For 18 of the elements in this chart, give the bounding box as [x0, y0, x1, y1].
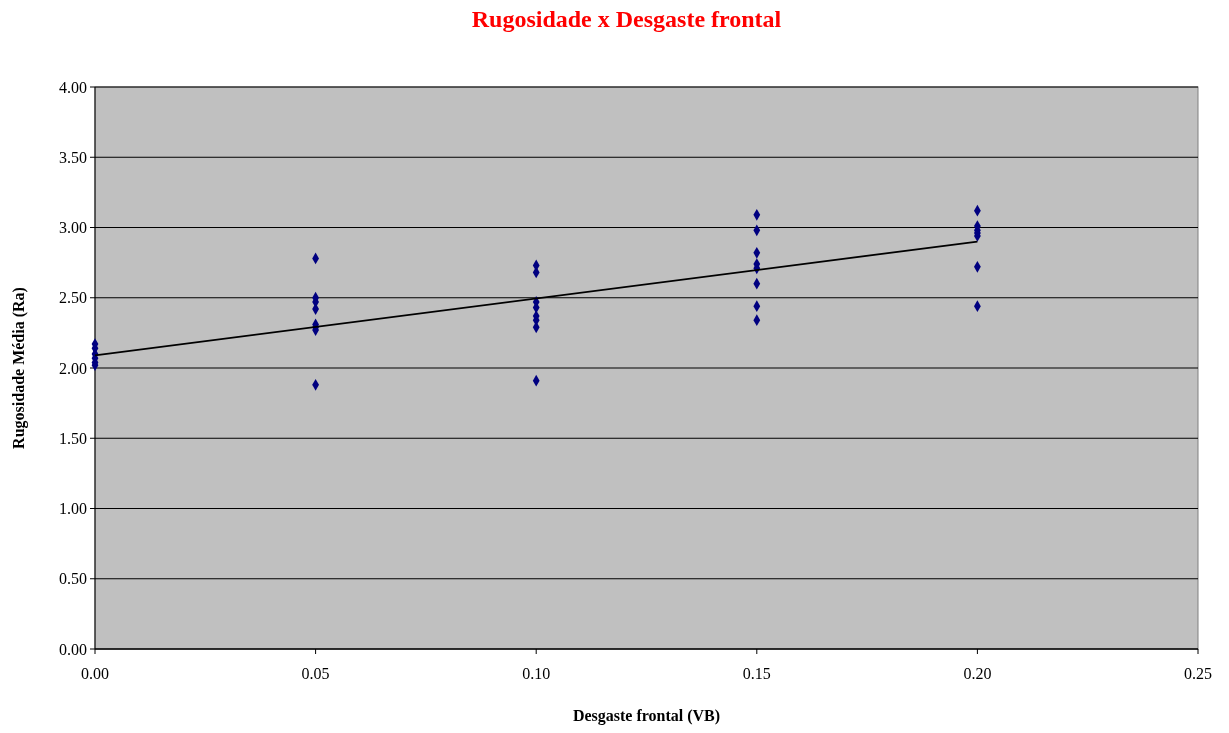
y-tick-label: 0.00	[59, 640, 87, 658]
y-tick-label: 3.00	[59, 219, 87, 237]
chart-title: Rugosidade x Desgaste frontal	[471, 6, 782, 32]
x-tick-label: 0.10	[522, 665, 551, 682]
y-tick-label: 2.50	[59, 289, 87, 307]
x-tick-label: 0.05	[301, 665, 330, 682]
y-tick-label: 0.50	[59, 570, 87, 588]
x-tick-label: 0.15	[742, 665, 771, 682]
x-axis-title: Desgaste frontal (VB)	[572, 707, 721, 725]
x-tick-label: 0.20	[963, 665, 992, 682]
y-tick-label: 1.00	[59, 500, 87, 518]
x-tick-label: 0.00	[81, 665, 109, 682]
y-tick-label: 1.50	[59, 429, 87, 447]
x-tick-label: 0.25	[1184, 665, 1212, 682]
y-tick-label: 4.00	[59, 78, 87, 96]
y-axis-title: Rugosidade Média (Ra)	[10, 287, 28, 449]
y-tick-label: 2.00	[59, 359, 87, 377]
y-tick-label: 3.50	[59, 148, 87, 166]
